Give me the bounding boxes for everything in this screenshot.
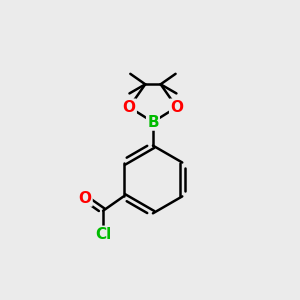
- Text: O: O: [79, 190, 92, 206]
- Text: O: O: [170, 100, 183, 115]
- Text: Cl: Cl: [95, 227, 111, 242]
- Text: O: O: [123, 100, 136, 115]
- Text: B: B: [147, 115, 159, 130]
